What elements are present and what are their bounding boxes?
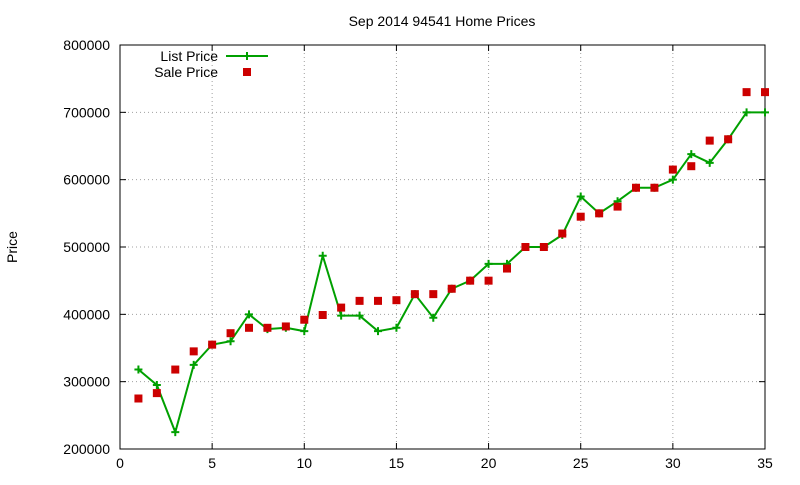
list-price-point — [484, 259, 493, 268]
sale-price-point — [134, 394, 143, 403]
sale-price-point — [668, 165, 677, 174]
list-price-point — [668, 175, 677, 184]
list-price-point — [300, 327, 309, 336]
sale-price-point — [318, 311, 327, 320]
series-sale-price — [134, 88, 769, 403]
sale-price-point — [466, 276, 475, 285]
x-tick-label: 20 — [481, 455, 497, 471]
sale-price-point — [632, 183, 640, 192]
sale-price-point — [761, 88, 769, 97]
y-axis-label: Price — [4, 231, 20, 263]
x-tick-label: 35 — [757, 455, 773, 471]
sale-price-point — [245, 323, 253, 332]
sale-price-point — [152, 389, 161, 398]
sale-price-point — [429, 290, 438, 299]
legend-swatch-marker — [243, 68, 251, 76]
list-price-point — [392, 323, 401, 332]
list-price-point — [705, 158, 714, 167]
sale-price-point — [189, 347, 198, 356]
sale-price-point — [374, 296, 382, 305]
list-price-point — [134, 365, 143, 374]
list-price-point — [245, 310, 253, 319]
list-price-point — [687, 150, 696, 159]
sale-price-point — [613, 202, 622, 211]
list-price-point — [189, 360, 198, 369]
list-price-point — [429, 313, 438, 322]
x-tick-label: 25 — [573, 455, 589, 471]
gridlines — [120, 45, 765, 449]
y-tick-label: 600000 — [63, 172, 110, 188]
list-price-point — [171, 428, 180, 437]
list-price-point — [318, 251, 327, 260]
list-price-point — [355, 311, 364, 320]
x-tick-label: 5 — [208, 455, 216, 471]
sale-price-point — [521, 243, 530, 251]
sale-price-point — [226, 329, 235, 338]
sale-price-point — [595, 209, 604, 218]
sale-price-point — [650, 183, 659, 192]
sale-price-point — [742, 88, 751, 97]
sale-price-point — [539, 243, 548, 251]
y-tick-label: 800000 — [63, 37, 110, 53]
legend-swatch-marker — [243, 52, 251, 60]
legend-label: Sale Price — [154, 64, 218, 80]
list-price-point — [226, 337, 235, 346]
y-tick-label: 500000 — [63, 239, 110, 255]
sale-price-point — [300, 315, 309, 324]
sale-price-point — [208, 340, 217, 349]
sale-price-point — [337, 303, 346, 312]
list-price-point — [742, 108, 751, 117]
sale-price-point — [687, 162, 696, 171]
axis-ticks: 200000 300000 400000 500000 600000 700000 8000… — [63, 37, 773, 471]
sale-price-point — [724, 135, 733, 144]
x-tick-label: 30 — [665, 455, 681, 471]
sale-price-point — [576, 212, 585, 221]
sale-price-point — [558, 229, 567, 238]
list-price-point — [576, 192, 585, 201]
y-tick-label: 200000 — [63, 441, 110, 457]
y-tick-label: 300000 — [63, 374, 110, 390]
list-price-line — [137, 111, 765, 436]
data-series — [134, 88, 769, 437]
sale-price-point — [392, 296, 401, 305]
y-tick-label: 700000 — [63, 104, 110, 120]
legend-label: List Price — [160, 48, 218, 64]
list-price-point — [337, 311, 346, 320]
y-tick-label: 400000 — [63, 306, 110, 322]
sale-price-point — [447, 284, 456, 293]
plot-frame — [119, 44, 766, 450]
sale-price-point — [705, 136, 714, 145]
list-price-point — [152, 381, 161, 390]
list-price-point — [374, 327, 382, 336]
sale-price-point — [410, 290, 419, 299]
sale-price-point — [503, 264, 511, 273]
chart-title: Sep 2014 94541 Home Prices — [349, 13, 536, 29]
sale-price-point — [171, 365, 180, 374]
x-tick-label: 0 — [116, 455, 124, 471]
series-list-price — [134, 108, 769, 437]
x-tick-label: 15 — [389, 455, 405, 471]
sale-price-point — [281, 322, 290, 331]
sale-price-point — [484, 276, 493, 285]
x-tick-label: 10 — [296, 455, 312, 471]
sale-price-point — [355, 296, 364, 305]
sale-price-point — [263, 323, 272, 332]
list-price-point — [761, 108, 769, 117]
